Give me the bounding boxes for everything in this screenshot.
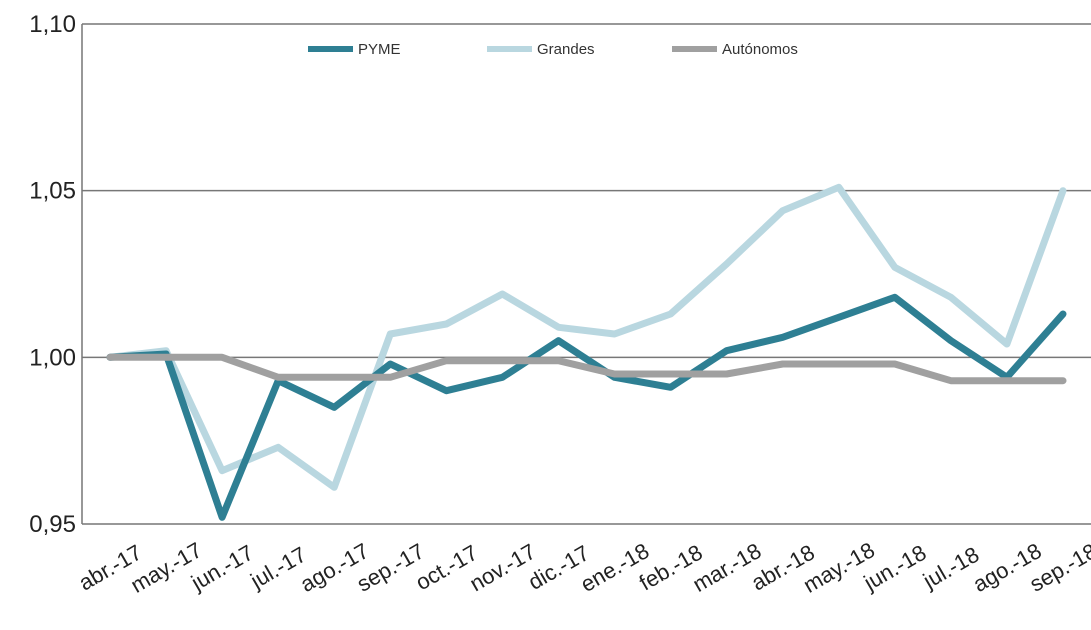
y-axis-tick-labels: 0,95 1,00 1,05 1,10 <box>29 11 76 538</box>
x-tick-label: mar.-18 <box>688 538 765 597</box>
x-tick-label: jul.-18 <box>918 542 983 594</box>
series-line-pyme <box>106 293 1067 521</box>
series-lines <box>106 183 1067 521</box>
x-tick-label: may.-18 <box>799 537 879 598</box>
y-tick-label: 1,05 <box>29 178 76 205</box>
y-tick-label: 0,95 <box>29 511 76 538</box>
x-tick-label: jul.-17 <box>245 542 310 594</box>
legend-label: Grandes <box>537 41 595 58</box>
x-axis-tick-labels: abr.-17may.-17jun.-17jul.-17ago.-17sep.-… <box>74 537 1091 598</box>
legend-label: PYME <box>358 41 401 58</box>
y-tick-label: 1,10 <box>29 11 76 38</box>
x-tick-label: ene.-18 <box>576 538 653 597</box>
x-tick-label: may.-17 <box>126 537 206 598</box>
y-tick-label: 1,00 <box>29 344 76 371</box>
grid-lines <box>82 23 1091 525</box>
legend: PYME Grandes Autónomos <box>308 41 798 58</box>
series-line-autónomos <box>106 353 1067 385</box>
legend-label: Autónomos <box>722 41 798 58</box>
x-tick-label: nov.-17 <box>465 539 540 597</box>
series-line-grandes <box>106 183 1067 491</box>
